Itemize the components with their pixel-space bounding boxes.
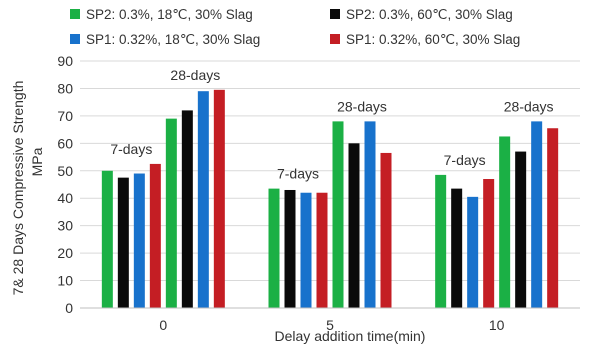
bar xyxy=(348,143,360,308)
bar xyxy=(364,121,376,308)
bar xyxy=(380,152,392,308)
y-tick-label: 70 xyxy=(57,108,73,124)
bar xyxy=(213,89,225,308)
bar xyxy=(197,91,209,308)
y-tick-labels: 0 10 20 30 40 50 60 70 80 90 xyxy=(57,53,73,316)
legend-label: SP2: 0.3%, 60℃, 30% Slag xyxy=(346,7,513,22)
bar xyxy=(117,177,129,308)
y-tick-label: 10 xyxy=(57,273,73,289)
x-tick-labels: 0 5 10 xyxy=(159,317,504,333)
legend: SP2: 0.3%, 18℃, 30% Slag SP1: 0.32%, 18℃,… xyxy=(70,7,520,47)
annotation-7-days: 7-days xyxy=(277,166,319,182)
x-tick-label: 10 xyxy=(489,317,505,333)
bar xyxy=(133,173,145,308)
x-axis-title: Delay addition time(min) xyxy=(275,328,426,344)
bar xyxy=(547,128,559,308)
legend-swatch xyxy=(330,34,340,44)
annotation-7-days: 7-days xyxy=(444,152,486,168)
legend-swatch xyxy=(70,34,80,44)
gridlines xyxy=(80,60,580,282)
bar xyxy=(332,121,344,308)
bar xyxy=(181,110,193,309)
bar xyxy=(101,170,113,308)
y-axis-title-line1: 7& 28 Days Compressive Strength xyxy=(10,81,26,296)
legend-label: SP1: 0.32%, 60℃, 30% Slag xyxy=(346,32,520,47)
bar xyxy=(451,188,463,308)
y-tick-label: 40 xyxy=(57,190,73,206)
bar xyxy=(165,118,177,308)
legend-label: SP2: 0.3%, 18℃, 30% Slag xyxy=(86,7,253,22)
y-tick-label: 60 xyxy=(57,135,73,151)
bar xyxy=(284,189,296,308)
bar xyxy=(467,196,479,308)
y-tick-label: 90 xyxy=(57,53,73,69)
bar xyxy=(300,192,312,308)
x-tick-label: 5 xyxy=(326,317,334,333)
y-tick-label: 50 xyxy=(57,163,73,179)
x-tick-label: 0 xyxy=(159,317,167,333)
y-tick-label: 30 xyxy=(57,218,73,234)
legend-swatch xyxy=(70,9,80,19)
annotation-28-days: 28-days xyxy=(504,98,554,114)
bar xyxy=(515,151,527,308)
bar xyxy=(316,192,328,308)
bar xyxy=(149,163,161,308)
annotation-28-days: 28-days xyxy=(170,67,220,83)
bar xyxy=(531,121,543,308)
legend-swatch xyxy=(330,9,340,19)
bar xyxy=(268,188,280,308)
legend-label: SP1: 0.32%, 18℃, 30% Slag xyxy=(86,32,260,47)
bar xyxy=(435,174,447,308)
bars xyxy=(101,89,559,309)
y-tick-label: 20 xyxy=(57,245,73,261)
y-tick-label: 0 xyxy=(65,300,73,316)
group-annotations: 7-days 28-days 7-days 28-days 7-days 28-days xyxy=(110,67,553,182)
annotation-7-days: 7-days xyxy=(110,141,152,157)
y-tick-label: 80 xyxy=(57,80,73,96)
bar xyxy=(483,179,495,308)
annotation-28-days: 28-days xyxy=(337,98,387,114)
bar xyxy=(499,136,511,308)
y-axis-title-line2: MPa xyxy=(29,147,45,176)
